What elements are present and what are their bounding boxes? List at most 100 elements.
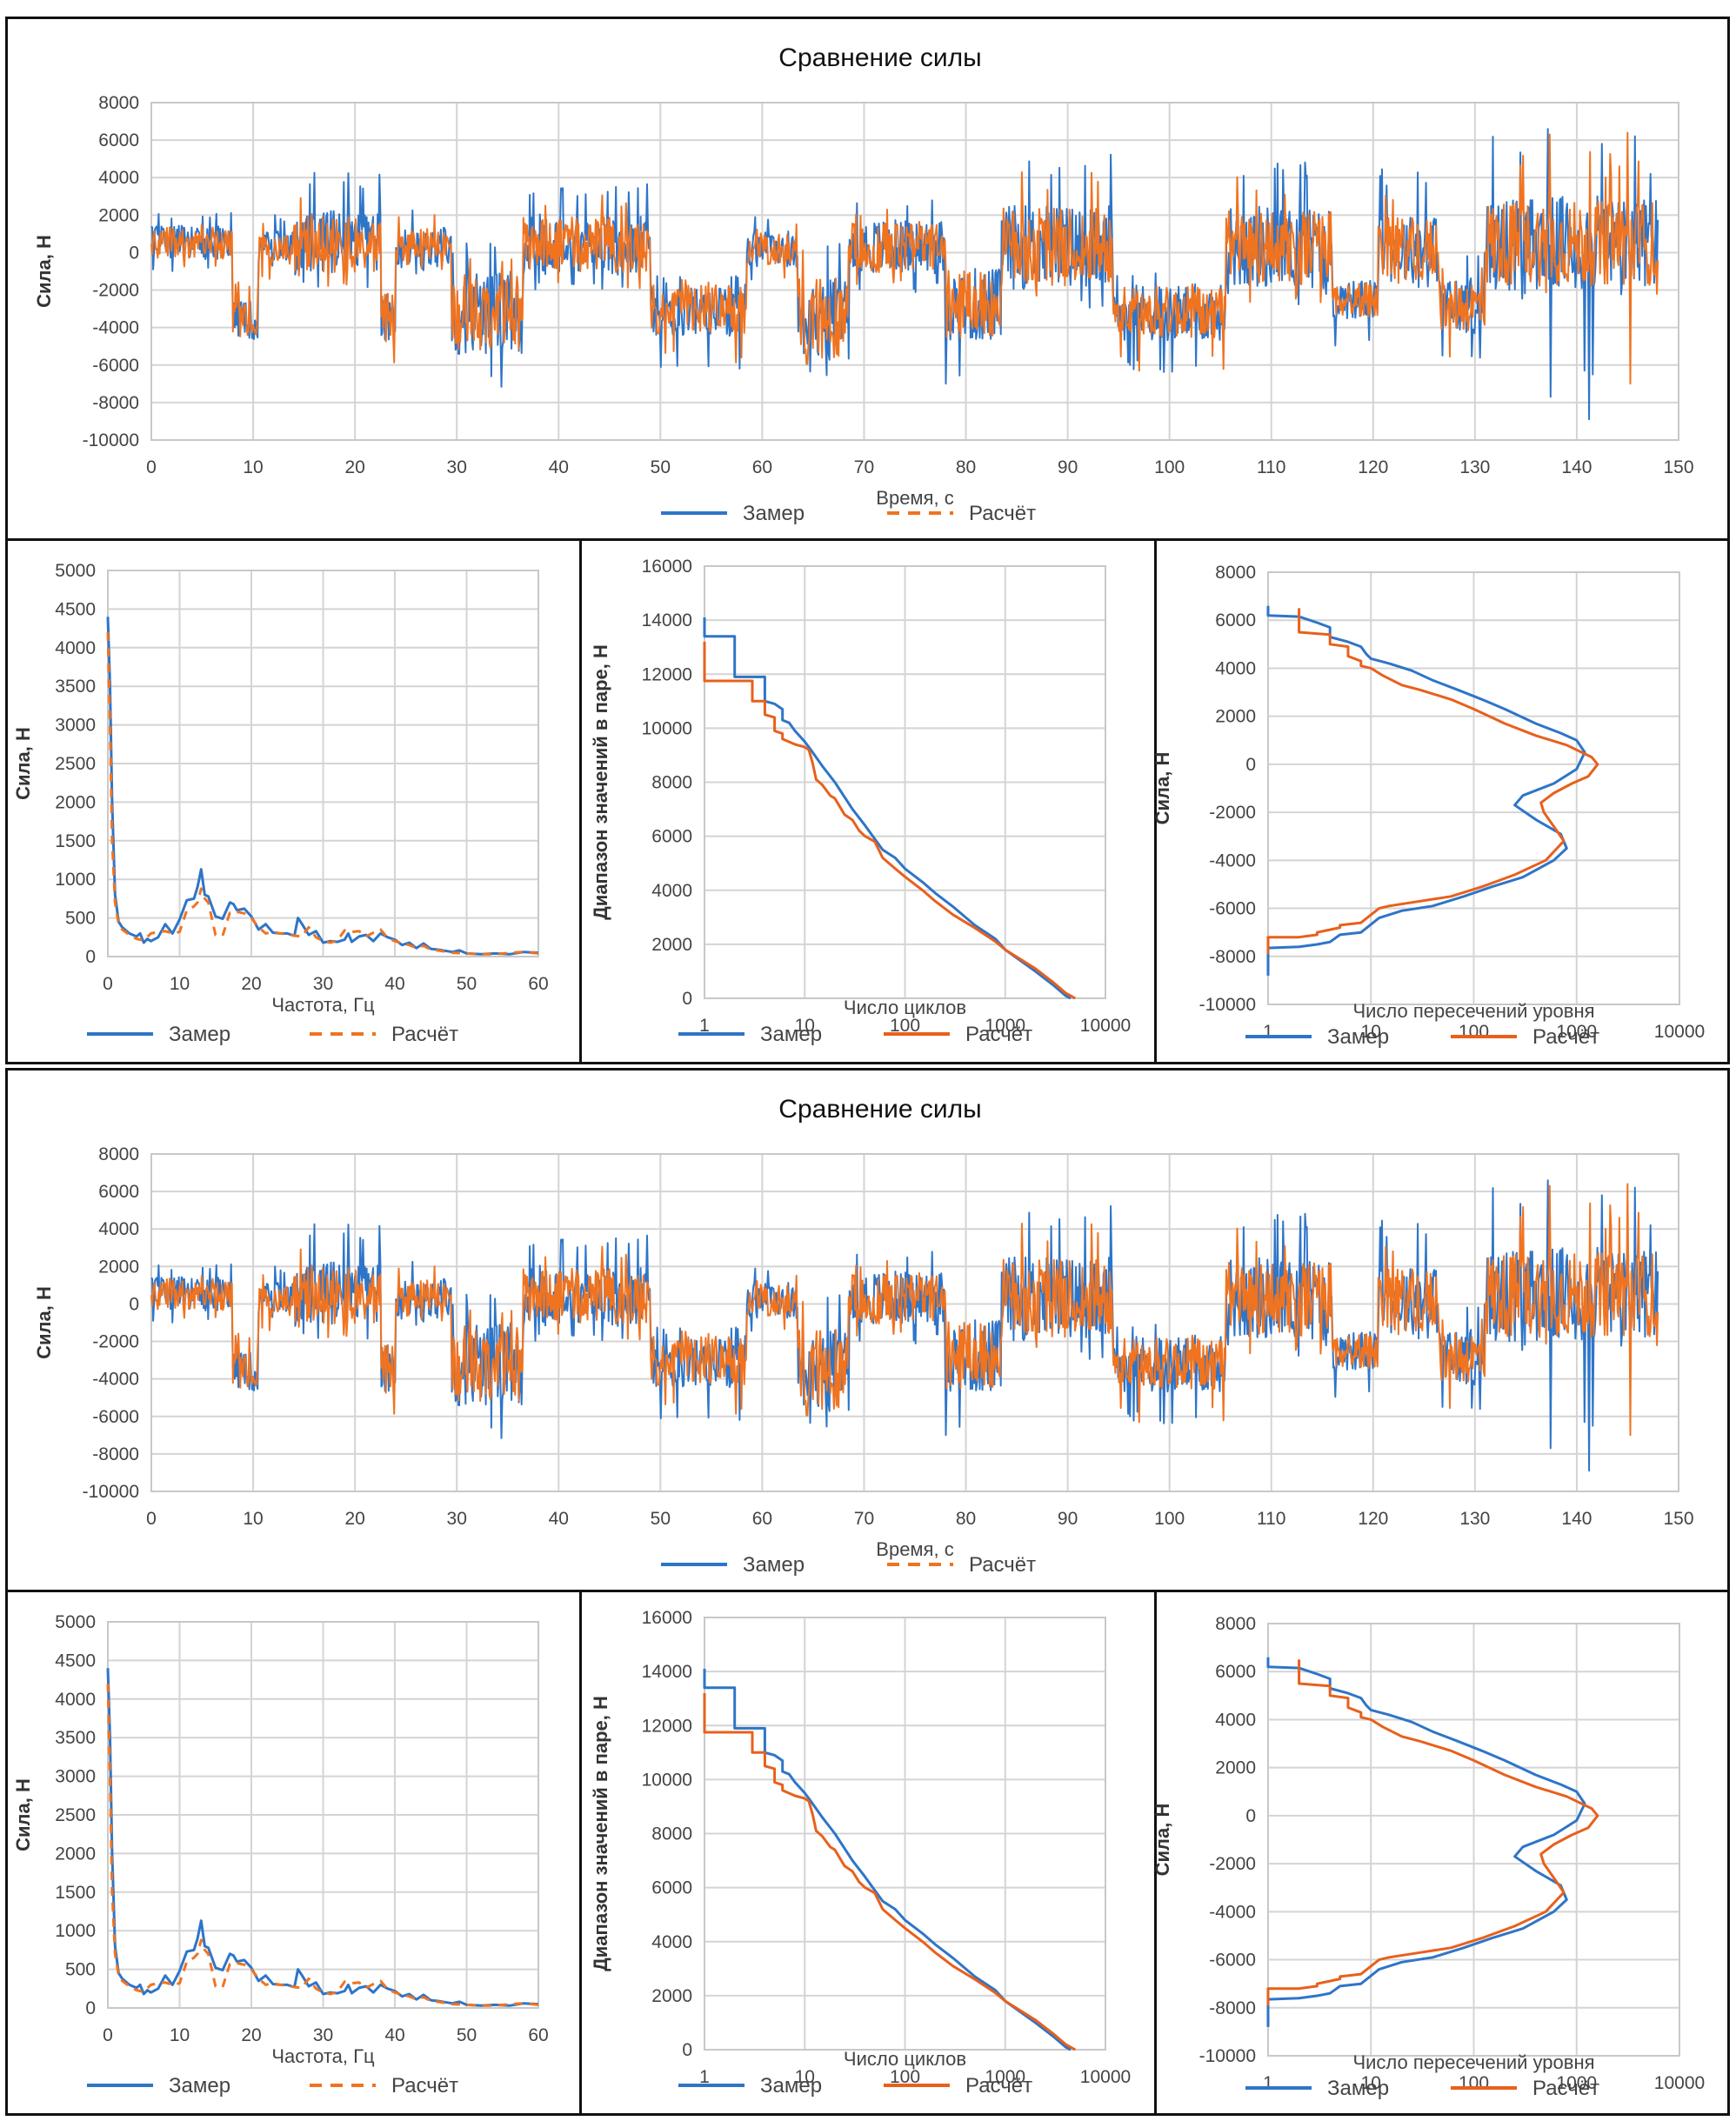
rainflow-chart-ytick-label: 0 (682, 2040, 692, 2060)
time-chart-ytick-label: -6000 (92, 356, 139, 376)
rainflow-chart-ytick-label: 10000 (642, 1770, 692, 1790)
time-chart-ytick-label: 0 (129, 243, 139, 263)
rainflow-chart-ytick-label: 16000 (642, 1608, 692, 1628)
rainflow-chart-legend-computed-label: Расчёт (965, 1023, 1032, 1046)
rainflow-chart-ytick-label: 4000 (651, 881, 692, 901)
time-chart-xtick-label: 60 (752, 1509, 772, 1529)
rainflow-chart-y-axis-label: Диапазон значений в паре, Н (590, 644, 611, 920)
crossings-chart-y-axis-label: Сила, Н (1152, 1804, 1173, 1877)
rainflow-frame-2 (579, 1590, 1157, 2116)
time-chart-ytick-label: 4000 (98, 168, 139, 188)
rainflow-chart-legend-measured-label: Замер (760, 1023, 822, 1046)
time-chart-ytick-label: -10000 (83, 1482, 139, 1502)
time-chart-xtick-label: 50 (651, 1509, 671, 1529)
time-chart-xtick-label: 110 (1257, 1509, 1285, 1529)
spectrum-chart-ytick-label: 500 (65, 1960, 96, 1980)
rainflow-chart-ytick-label: 10000 (642, 718, 692, 738)
spectrum-chart-ytick-label: 2500 (55, 754, 96, 774)
rainflow-chart-ytick-label: 12000 (642, 664, 692, 684)
spectrum-chart-xtick-label: 40 (384, 974, 404, 994)
time-chart-xtick-label: 90 (1058, 1509, 1078, 1529)
spectrum-chart: 0 10 20 30 40 50 60500045004000350030002500200… (12, 1612, 549, 2098)
spectrum-chart: 0 10 20 30 40 50 60500045004000350030002500200… (12, 561, 549, 1046)
time-chart-xtick-label: 80 (956, 457, 976, 477)
time-chart-ytick-label: 8000 (98, 93, 139, 113)
rainflow-chart-ytick-label: 14000 (642, 610, 692, 630)
spectrum-chart-legend-measured-label: Замер (169, 1023, 230, 1046)
time-chart-xtick-label: 130 (1459, 457, 1490, 477)
rainflow-chart-plot-area (704, 1617, 1106, 2051)
crossings-chart-ytick-label: 4000 (1215, 658, 1256, 678)
crossings-frame-1 (1154, 538, 1730, 1064)
time-chart-xtick-label: 20 (344, 457, 364, 477)
spectrum-chart-ytick-label: 5000 (55, 561, 96, 581)
rainflow-series-computed (703, 642, 1077, 1000)
rainflow-chart-x-axis-label: Число циклов (844, 997, 966, 1018)
crossings-chart-xtick-label: 100 (1459, 2073, 1489, 2093)
spectrum-series-computed (106, 631, 539, 956)
crossings-chart-xtick-label: 1 (1263, 2073, 1273, 2093)
spectrum-chart-y-axis-label: Сила, Н (12, 727, 34, 800)
rainflow-frame-1 (579, 538, 1157, 1064)
rainflow-chart-xtick-label: 1000 (985, 1016, 1025, 1036)
time-chart-ytick-label: 0 (129, 1294, 139, 1314)
time-chart-xtick-label: 30 (447, 457, 467, 477)
time-chart-xtick-label: 40 (549, 1509, 569, 1529)
spectrum-chart-xtick-label: 0 (103, 974, 113, 994)
time-chart-title: Сравнение силы (778, 43, 981, 72)
rainflow-chart-ytick-label: 8000 (651, 773, 692, 793)
spectrum-chart-ytick-label: 4500 (55, 1651, 96, 1671)
spectrum-chart-ytick-label: 4000 (55, 1690, 96, 1710)
crossings-chart-ytick-label: -10000 (1199, 995, 1256, 1015)
spectrum-chart-ytick-label: 3000 (55, 1767, 96, 1787)
time-series-measured (150, 1179, 1659, 1472)
time-chart-title: Сравнение силы (778, 1095, 981, 1124)
crossings-chart-ytick-label: 2000 (1215, 1758, 1256, 1778)
time-chart-xtick-label: 140 (1561, 457, 1592, 477)
spectrum-chart-x-axis-label: Частота, Гц (271, 2045, 375, 2067)
time-chart-xtick-label: 90 (1058, 457, 1078, 477)
rainflow-chart-xtick-label: 10000 (1080, 1016, 1131, 1036)
rainflow-chart-xtick-label: 100 (890, 2067, 920, 2087)
crossings-chart-legend-measured-label: Замер (1327, 2077, 1389, 2100)
time-chart-legend-computed-label: Расчёт (969, 1553, 1036, 1577)
time-chart-xtick-label: 110 (1257, 457, 1285, 477)
rainflow-chart-ytick-label: 14000 (642, 1662, 692, 1682)
time-chart-xtick-label: 120 (1358, 457, 1388, 477)
rainflow-chart-xtick-label: 100 (890, 1016, 920, 1036)
rainflow-chart-plot-area (704, 565, 1106, 999)
time-chart-xtick-label: 70 (854, 1509, 874, 1529)
time-chart-ytick-label: 4000 (98, 1219, 139, 1239)
crossings-chart-xtick-label: 10 (1361, 2073, 1381, 2093)
crossings-chart-x-axis-label: Число пересечений уровня (1352, 1000, 1594, 1022)
time-chart: Сравнение силы 0 10 20 30 40 50 60 70 80 90 100 110 1… (33, 1095, 1694, 1577)
crossings-chart-xtick-label: 1000 (1556, 1022, 1597, 1042)
rainflow-chart-legend-measured-label: Замер (760, 2074, 822, 2098)
time-chart-xtick-label: 120 (1358, 1509, 1388, 1529)
spectrum-chart-ytick-label: 4000 (55, 638, 96, 658)
spectrum-chart-xtick-label: 60 (528, 2025, 548, 2045)
time-chart-xtick-label: 30 (447, 1509, 467, 1529)
rainflow-chart-xtick-label: 10000 (1080, 2067, 1131, 2087)
spectrum-chart-ytick-label: 3000 (55, 716, 96, 736)
time-chart-legend-measured-label: Замер (743, 502, 805, 525)
rainflow-chart-y-axis-label: Диапазон значений в паре, Н (590, 1696, 611, 1971)
crossings-chart-ytick-label: 8000 (1215, 1614, 1256, 1634)
rainflow-chart-xtick-label: 1000 (985, 2067, 1025, 2087)
crossings-chart-xtick-label: 100 (1459, 1022, 1489, 1042)
crossings-chart-ytick-label: 2000 (1215, 707, 1256, 727)
rainflow-chart: 1 10 100 1000 10000 16000 14000 12000 10000 8000 6… (590, 557, 1131, 1046)
crossings-chart-ytick-label: 6000 (1215, 610, 1256, 630)
time-chart-ytick-label: -4000 (92, 318, 139, 338)
spectrum-chart-legend-measured-label: Замер (169, 2074, 230, 2098)
time-chart-ytick-label: 6000 (98, 130, 139, 150)
time-chart-ytick-label: -4000 (92, 1370, 139, 1390)
spectrum-chart-x-axis-label: Частота, Гц (271, 994, 375, 1016)
time-series-computed (150, 1183, 1659, 1437)
crossings-chart-ytick-label: -2000 (1209, 1854, 1256, 1874)
crossings-chart-x-axis-label: Число пересечений уровня (1352, 2051, 1594, 2073)
rainflow-chart-xtick-label: 10 (795, 1016, 815, 1036)
time-chart-ytick-label: 2000 (98, 1257, 139, 1277)
crossings-chart-ytick-label: -6000 (1209, 1951, 1256, 1971)
